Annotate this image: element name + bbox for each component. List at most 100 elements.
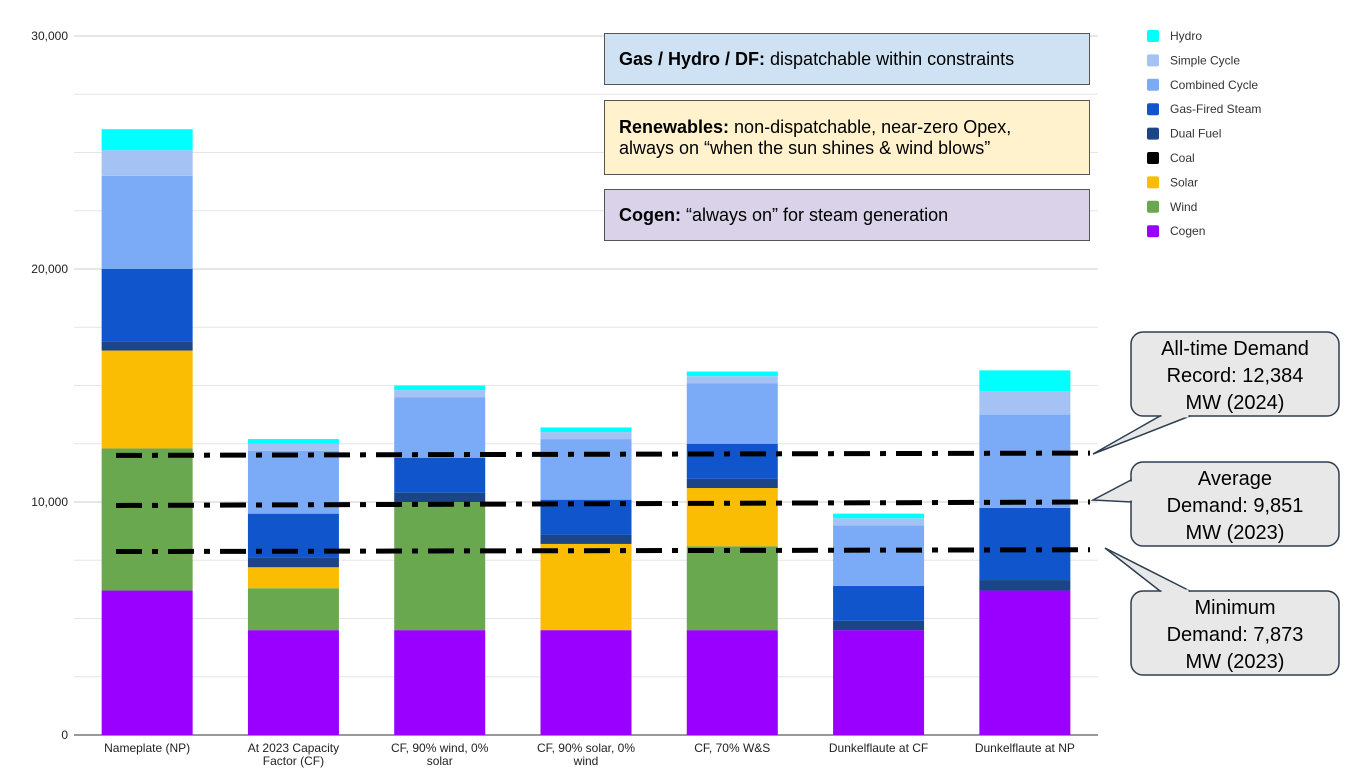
- bar-segment-gas-fired-steam: [833, 585, 925, 621]
- legend-label: Coal: [1170, 151, 1195, 165]
- demand-callouts: All-time Demand Record: 12,384 MW (2024) Av…: [1090, 331, 1340, 676]
- legend-label: Wind: [1170, 200, 1197, 214]
- legend-label: Dual Fuel: [1170, 127, 1221, 141]
- bar-segment-simple-cycle: [247, 443, 339, 451]
- y-tick-label: 10,000: [31, 495, 68, 509]
- bar-segment-simple-cycle: [101, 150, 193, 176]
- x-tick-label: CF, 70% W&S: [694, 741, 770, 755]
- callout-text: All-time Demand: [1161, 338, 1309, 360]
- bar-segment-hydro: [101, 129, 193, 151]
- callout-text: Record: 12,384: [1167, 365, 1304, 387]
- legend-label: Solar: [1170, 175, 1198, 189]
- callout-text: MW (2024): [1186, 392, 1285, 414]
- bar-segment-gas-fired-steam: [979, 507, 1071, 581]
- legend-item-hydro: Hydro: [1147, 29, 1202, 43]
- note-line: always on “when the sun shines & wind bl…: [619, 138, 1075, 159]
- callout-text: Minimum: [1194, 597, 1275, 619]
- bar-segment-dual-fuel: [101, 341, 193, 351]
- legend-swatch: [1147, 78, 1159, 91]
- reference-line-average-demand: [115, 499, 1091, 508]
- bar-segment-solar: [101, 350, 193, 449]
- note-text: non-dispatchable, near-zero Opex,: [729, 116, 1012, 137]
- note-renewables: Renewables: non-dispatchable, near-zero …: [604, 100, 1090, 175]
- bar-segment-hydro: [833, 513, 925, 519]
- callout-all-time-demand: All-time Demand Record: 12,384 MW (2024): [1092, 331, 1340, 455]
- note-line: Cogen: “always on” for steam generation: [619, 205, 1075, 226]
- callout-text: MW (2023): [1186, 651, 1285, 673]
- y-tick-label: 0: [61, 728, 68, 742]
- legend-swatch: [1147, 200, 1159, 213]
- bar-segment-combined-cycle: [833, 525, 925, 586]
- legend-label: Hydro: [1170, 29, 1202, 43]
- bar-segment-simple-cycle: [686, 376, 778, 384]
- bar-segment-hydro: [540, 427, 632, 433]
- bar-segment-gas-fired-steam: [686, 443, 778, 479]
- bar-segment-wind: [394, 502, 486, 631]
- bar-segment-simple-cycle: [394, 390, 486, 398]
- legend-swatch: [1147, 127, 1159, 140]
- bar-segment-combined-cycle: [540, 439, 632, 500]
- legend-swatch: [1147, 152, 1159, 164]
- bar-segment-cogen: [394, 630, 486, 735]
- note-text: “always on” for steam generation: [681, 204, 949, 225]
- bar-segment-cogen: [979, 590, 1071, 735]
- bar-segment-dual-fuel: [686, 478, 778, 489]
- y-tick-label: 20,000: [31, 262, 68, 276]
- x-tick-label: CF, 90% wind, 0% solar: [391, 741, 489, 768]
- x-tick-label: Dunkelflaute at NP: [975, 741, 1075, 755]
- note-bold: Cogen:: [619, 204, 681, 225]
- callout-average-demand: Average Demand: 9,851 MW (2023): [1090, 461, 1340, 547]
- bar-segment-dual-fuel: [979, 580, 1071, 591]
- legend-label: Combined Cycle: [1170, 78, 1258, 92]
- bar-segment-solar: [540, 543, 632, 631]
- callout-pointer: [1104, 547, 1191, 592]
- legend-swatch: [1147, 225, 1159, 238]
- note-cogen: Cogen: “always on” for steam generation: [604, 189, 1090, 241]
- reference-line-all-time-demand-record: [115, 450, 1091, 458]
- bar-segment-dual-fuel: [247, 557, 339, 568]
- callout-pointer: [1092, 415, 1191, 455]
- bar-segment-wind: [101, 448, 193, 591]
- callout-box: [1130, 590, 1340, 676]
- note-dispatchable: Gas / Hydro / DF: dispatchable within co…: [604, 33, 1090, 85]
- callout-text: Demand: 9,851: [1167, 495, 1304, 517]
- legend-item-solar: Solar: [1147, 175, 1198, 189]
- legend-item-gas-fired-steam: Gas-Fired Steam: [1147, 102, 1261, 116]
- bar-segment-cogen: [540, 630, 632, 735]
- bar-segment-combined-cycle: [686, 383, 778, 444]
- bar-segment-dual-fuel: [833, 620, 925, 631]
- x-axis-labels: Nameplate (NP) At 2023 Capacity Factor (CF…: [104, 741, 1075, 768]
- legend-item-dual-fuel: Dual Fuel: [1147, 127, 1221, 141]
- bar-segment-simple-cycle: [833, 518, 925, 526]
- note-bold: Renewables:: [619, 116, 730, 137]
- bar-segment-hydro: [686, 371, 778, 377]
- bar-segment-wind: [247, 588, 339, 631]
- bar-segment-hydro: [394, 385, 486, 391]
- callout-text: Demand: 7,873: [1167, 624, 1304, 646]
- bar-segment-gas-fired-steam: [394, 457, 486, 493]
- legend-label: Gas-Fired Steam: [1170, 102, 1261, 116]
- bar-segment-solar: [686, 488, 778, 547]
- bar-segment-combined-cycle: [979, 414, 1071, 508]
- x-tick-label: At 2023 Capacity Factor (CF): [248, 741, 339, 768]
- bar-segment-dual-fuel: [540, 534, 632, 544]
- legend-swatch: [1147, 54, 1159, 67]
- callout-minimum-demand: Minimum Demand: 7,873 MW (2023): [1104, 547, 1340, 676]
- legend-item-cogen: Cogen: [1147, 224, 1205, 238]
- legend-item-combined-cycle: Combined Cycle: [1147, 78, 1258, 92]
- bar-segment-combined-cycle: [101, 175, 193, 269]
- callout-box: [1130, 331, 1340, 417]
- callout-text: MW (2023): [1186, 522, 1285, 544]
- bar-segment-hydro: [979, 370, 1071, 392]
- legend-swatch: [1147, 176, 1159, 189]
- note-line: Renewables: non-dispatchable, near-zero …: [619, 117, 1075, 138]
- y-axis-ticks: 0 10,000 20,000 30,000: [31, 29, 68, 742]
- reference-line-minimum-demand: [115, 547, 1091, 555]
- x-tick-label: Dunkelflaute at CF: [829, 741, 928, 755]
- bar-segment-hydro: [247, 439, 339, 444]
- callout-pointer: [1090, 478, 1132, 503]
- legend: Hydro Simple Cycle Combined Cycle Gas-Fired…: [1147, 29, 1261, 238]
- bar-segment-solar: [247, 567, 339, 589]
- legend-item-coal: Coal: [1147, 151, 1195, 165]
